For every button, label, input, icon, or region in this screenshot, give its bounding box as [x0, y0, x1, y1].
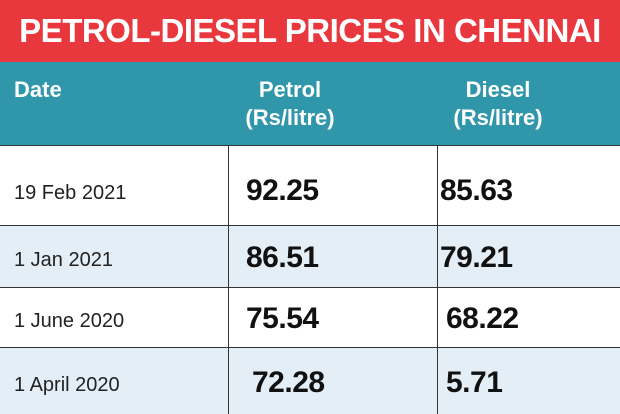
date-cell: 1 June 2020 [14, 310, 125, 332]
header-text: Diesel [465, 77, 531, 102]
table-row: 1 April 2020 72.28 5.71 [0, 347, 620, 414]
petrol-price: 86.51 [246, 241, 319, 274]
table-row: 1 Jan 2021 86.51 79.21 [0, 225, 620, 287]
diesel-price: 5.71 [446, 365, 503, 399]
header-cell: Petrol (Rs/litre) [240, 76, 340, 132]
date-cell: 19 Feb 2021 [14, 182, 127, 204]
petrol-price: 72.28 [252, 365, 325, 399]
diesel-price: 85.63 [440, 174, 513, 207]
column-divider [228, 145, 229, 414]
table-title: PETROL-DIESEL PRICES IN CHENNAI [0, 0, 620, 62]
header-cell: Diesel (Rs/litre) [448, 76, 548, 132]
header-text: Date [14, 77, 62, 102]
petrol-price: 75.54 [246, 302, 319, 335]
column-divider [437, 145, 438, 414]
date-cell: 1 April 2020 [14, 373, 120, 396]
header-row: Date Petrol (Rs/litre) Diesel (Rs/litre) [0, 62, 620, 145]
diesel-price: 79.21 [440, 241, 513, 274]
table-row: 1 June 2020 75.54 68.22 [0, 287, 620, 347]
header-cell: Date [14, 76, 62, 104]
diesel-price: 68.22 [446, 302, 519, 335]
header-text: (Rs/litre) [245, 105, 335, 130]
table-row: 19 Feb 2021 92.25 85.63 [0, 145, 620, 225]
date-cell: 1 Jan 2021 [14, 249, 113, 271]
header-text: (Rs/litre) [453, 105, 543, 130]
header-text: Petrol [258, 77, 322, 102]
petrol-price: 92.25 [246, 174, 319, 207]
